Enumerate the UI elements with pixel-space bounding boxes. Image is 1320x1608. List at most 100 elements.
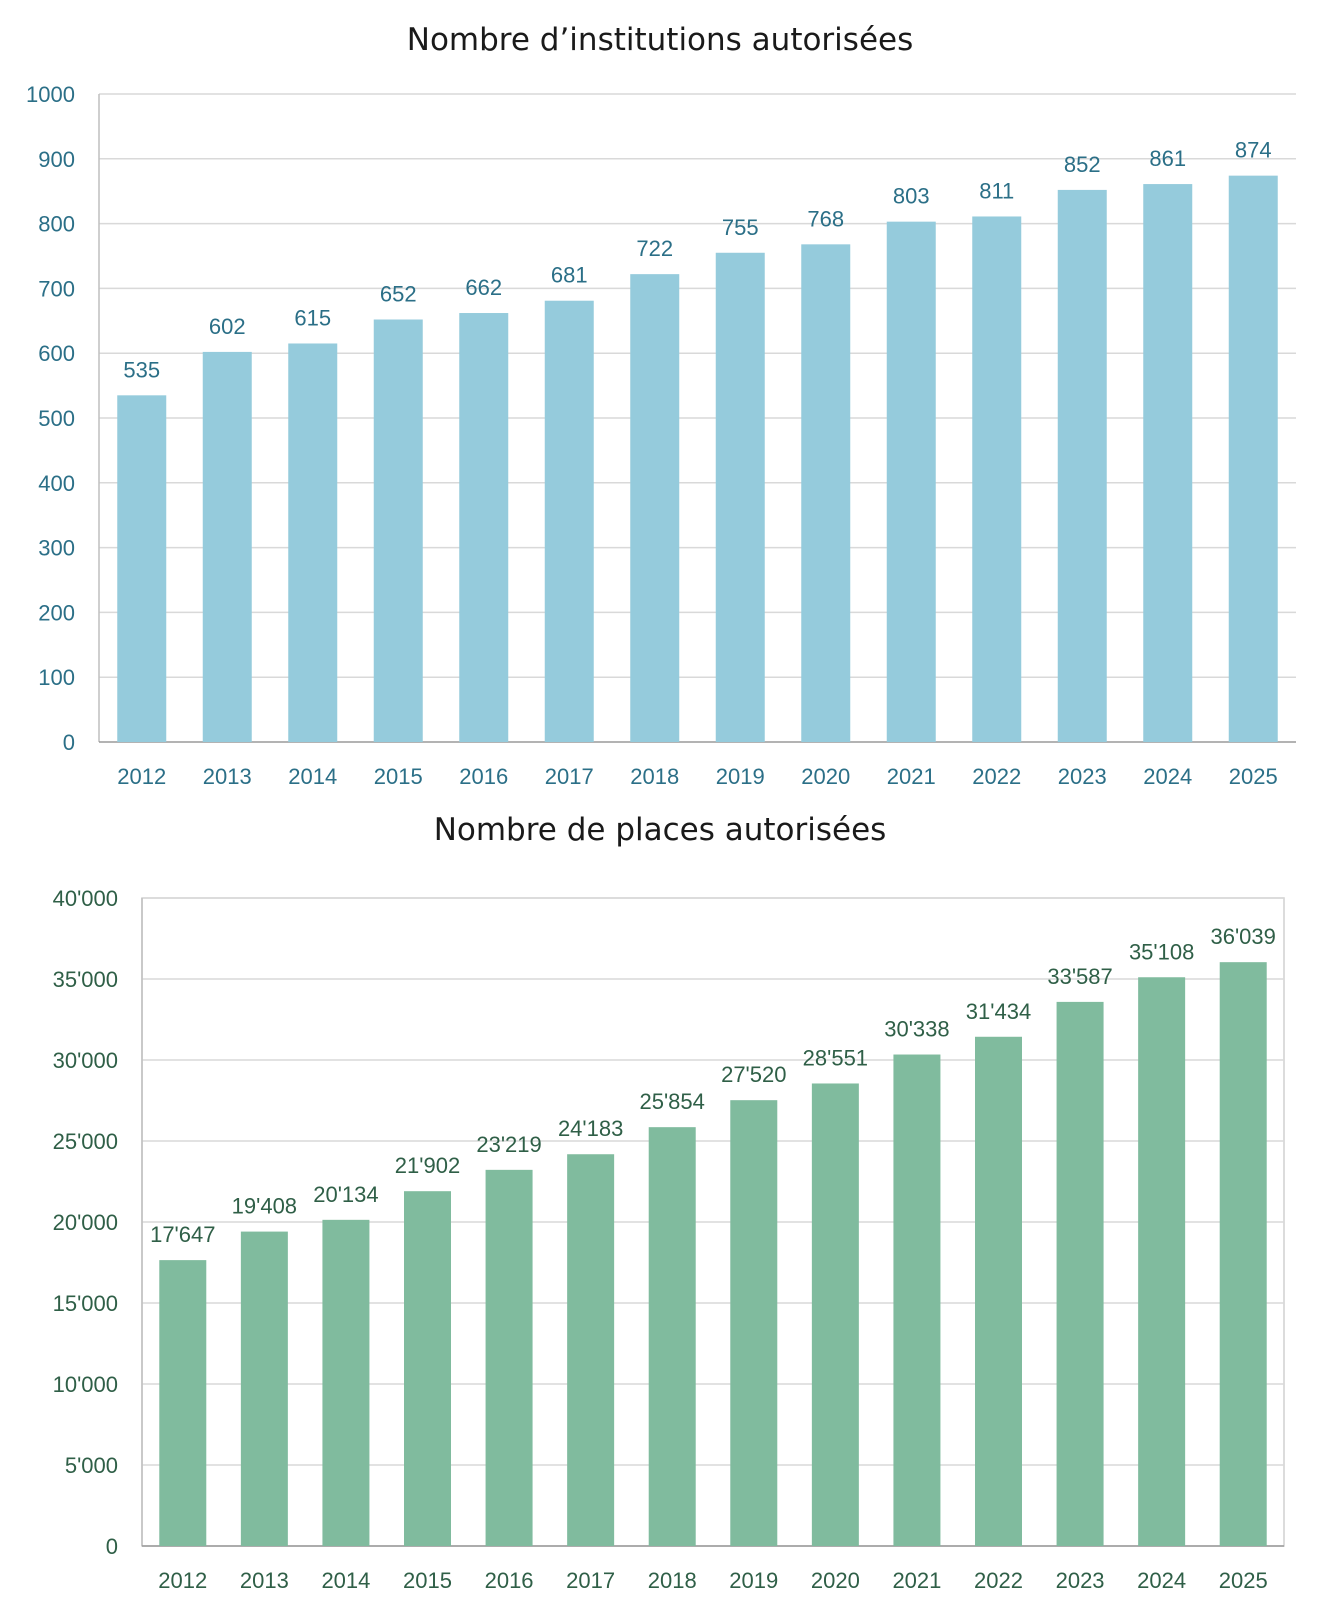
institutions-chart-svg: Nombre d’institutions autorisées 535 602 6…	[26, 22, 1296, 789]
x-tick-label: 2025	[1229, 764, 1278, 789]
y-tick-label: 400	[38, 471, 75, 496]
data-label: 28'551	[803, 1045, 868, 1070]
bar	[567, 1154, 615, 1546]
bar	[886, 221, 936, 742]
data-label: 602	[209, 314, 246, 339]
bar	[373, 319, 423, 742]
x-tick-label: 2014	[288, 764, 337, 789]
places-chart: Nombre de places autorisées 17'647 19'408…	[0, 800, 1320, 1608]
bar	[801, 244, 851, 742]
y-tick-label: 300	[38, 536, 75, 561]
x-tick-label: 2015	[374, 764, 423, 789]
x-tick-label: 2020	[811, 1568, 860, 1593]
x-tick-label: 2018	[630, 764, 679, 789]
bar	[117, 395, 167, 742]
y-tick-label: 600	[38, 341, 75, 366]
data-label: 811	[979, 178, 1014, 203]
y-tick-label: 15'000	[53, 1291, 118, 1316]
bar	[975, 1036, 1022, 1546]
y-tick-label: 0	[63, 730, 75, 755]
y-tick-label: 5'000	[65, 1453, 118, 1478]
x-tick-label: 2012	[117, 764, 166, 789]
bar	[811, 1083, 859, 1546]
data-label: 30'338	[884, 1017, 949, 1042]
data-label: 36'039	[1211, 924, 1276, 949]
x-tick-label: 2019	[716, 764, 765, 789]
bar	[893, 1054, 941, 1546]
bar	[1057, 189, 1107, 743]
x-tick-label: 2020	[801, 764, 850, 789]
y-tick-label: 500	[38, 406, 75, 431]
bar	[1056, 1001, 1104, 1546]
institutions-chart: Nombre d’institutions autorisées 535 602 6…	[0, 0, 1320, 800]
data-label: 35'108	[1129, 939, 1194, 964]
chart-title: Nombre de places autorisées	[434, 812, 887, 848]
data-label: 23'219	[476, 1132, 541, 1157]
bar	[1143, 184, 1193, 742]
bar	[485, 1169, 533, 1546]
data-label: 722	[636, 236, 673, 261]
data-label: 768	[807, 206, 844, 231]
data-label: 803	[893, 184, 930, 209]
bar	[159, 1260, 207, 1546]
x-tick-label: 2013	[203, 764, 252, 789]
y-tick-label: 35'000	[53, 967, 118, 992]
data-label: 615	[294, 305, 331, 330]
x-tick-label: 2018	[648, 1568, 697, 1593]
x-tick-label: 2012	[158, 1568, 207, 1593]
data-label: 27'520	[721, 1062, 786, 1087]
y-tick-label: 40'000	[53, 886, 118, 911]
x-tick-label: 2014	[321, 1568, 370, 1593]
bar	[1219, 962, 1267, 1546]
data-label: 20'134	[313, 1182, 378, 1207]
x-tick-label: 2021	[887, 764, 936, 789]
bar	[1138, 977, 1186, 1546]
data-label: 535	[123, 357, 160, 382]
bar	[322, 1219, 370, 1546]
x-tick-label: 2016	[459, 764, 508, 789]
data-label: 17'647	[150, 1222, 215, 1247]
bar	[1228, 175, 1278, 742]
y-tick-label: 30'000	[53, 1048, 118, 1073]
x-tick-label: 2017	[545, 764, 594, 789]
bar	[648, 1127, 696, 1546]
data-label: 662	[465, 275, 502, 300]
x-tick-label: 2023	[1058, 764, 1107, 789]
y-tick-label: 25'000	[53, 1129, 118, 1154]
x-tick-label: 2022	[974, 1568, 1023, 1593]
bar	[715, 252, 765, 742]
x-tick-label: 2023	[1056, 1568, 1105, 1593]
x-tick-label: 2017	[566, 1568, 615, 1593]
bar	[730, 1100, 778, 1546]
data-label: 31'434	[966, 999, 1031, 1024]
bar	[544, 300, 594, 742]
bar	[972, 216, 1022, 743]
y-tick-label: 1000	[26, 82, 75, 107]
data-label: 24'183	[558, 1116, 623, 1141]
data-label: 755	[722, 215, 759, 240]
y-tick-label: 20'000	[53, 1210, 118, 1235]
data-label: 25'854	[640, 1089, 705, 1114]
data-label: 681	[551, 263, 588, 288]
data-label: 21'902	[395, 1153, 460, 1178]
data-label: 852	[1064, 152, 1101, 177]
bar	[404, 1191, 451, 1546]
x-tick-label: 2021	[892, 1568, 941, 1593]
x-tick-label: 2015	[403, 1568, 452, 1593]
data-label: 19'408	[232, 1194, 297, 1219]
x-tick-label: 2022	[972, 764, 1021, 789]
x-tick-label: 2024	[1143, 764, 1192, 789]
places-chart-svg: Nombre de places autorisées 17'647 19'408…	[53, 812, 1285, 1593]
chart-title: Nombre d’institutions autorisées	[407, 22, 914, 58]
x-tick-label: 2013	[240, 1568, 289, 1593]
data-label: 874	[1235, 138, 1272, 163]
data-label: 652	[380, 282, 417, 307]
x-tick-label: 2019	[729, 1568, 778, 1593]
data-label: 33'587	[1047, 964, 1112, 989]
x-tick-label: 2024	[1137, 1568, 1186, 1593]
x-tick-label: 2016	[485, 1568, 534, 1593]
y-tick-label: 100	[38, 665, 75, 690]
y-tick-label: 800	[38, 212, 75, 237]
x-tick-label: 2025	[1219, 1568, 1268, 1593]
y-tick-label: 900	[38, 147, 75, 172]
